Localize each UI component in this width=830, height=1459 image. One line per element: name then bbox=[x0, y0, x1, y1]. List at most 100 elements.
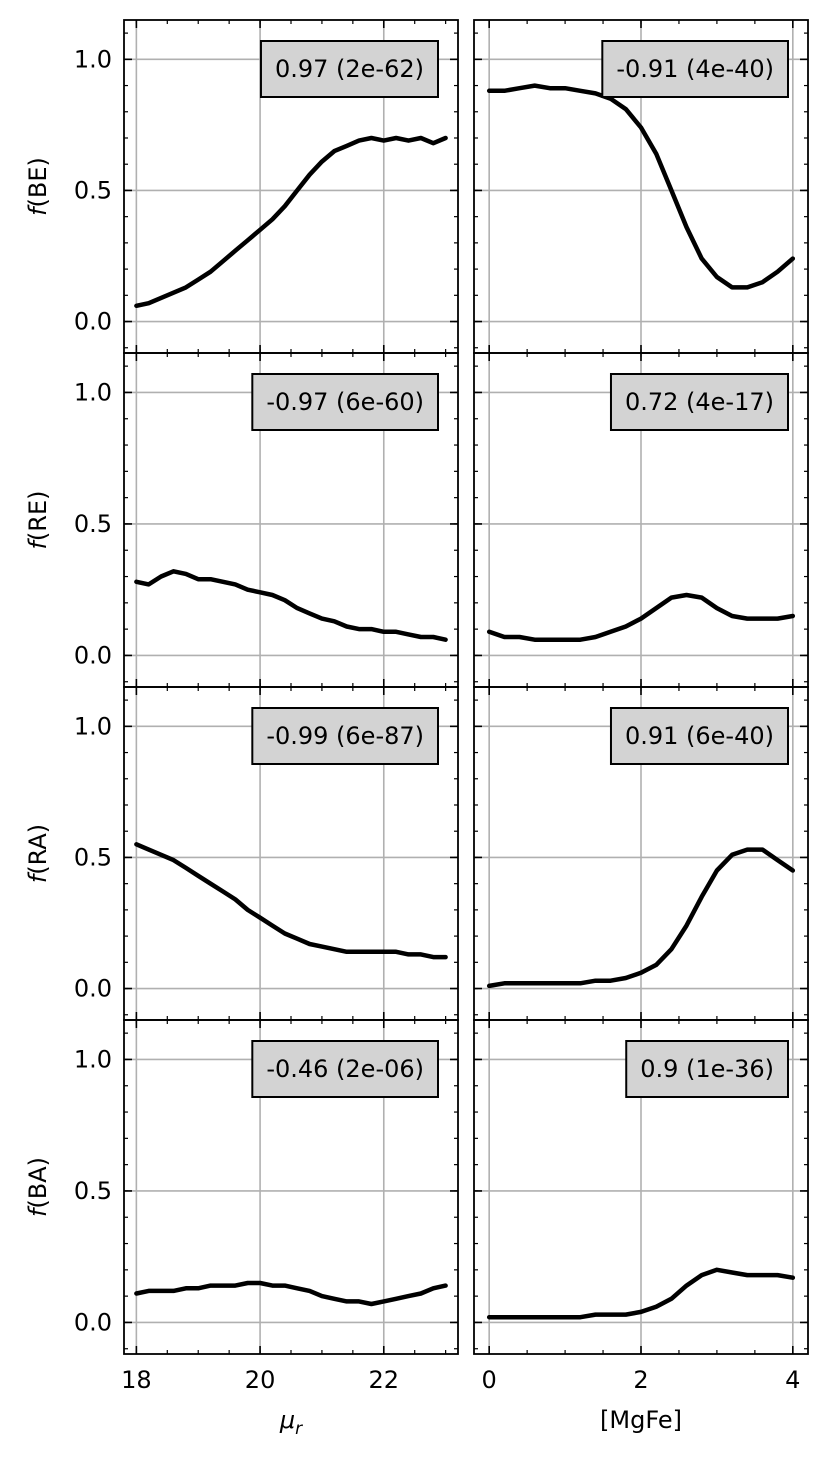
data-point bbox=[184, 1286, 188, 1290]
data-point bbox=[669, 596, 673, 600]
data-point bbox=[685, 1284, 688, 1288]
data-point bbox=[147, 1289, 151, 1293]
data-point bbox=[369, 950, 373, 954]
data-point bbox=[533, 981, 537, 985]
x-tick-label: 20 bbox=[245, 1366, 276, 1394]
data-point bbox=[332, 1297, 336, 1301]
annotation-box bbox=[625, 1040, 789, 1098]
data-point bbox=[594, 91, 597, 95]
data-point bbox=[563, 638, 567, 642]
data-point bbox=[134, 304, 138, 308]
data-point bbox=[669, 188, 673, 192]
data-point bbox=[196, 874, 200, 878]
data-point bbox=[563, 981, 567, 985]
data-point bbox=[761, 280, 764, 284]
data-point bbox=[609, 1313, 613, 1317]
data-point bbox=[407, 952, 410, 956]
data-point bbox=[357, 139, 361, 143]
data-point bbox=[184, 572, 188, 576]
annotation-text: 0.9 (1e-36) bbox=[640, 1055, 774, 1083]
series-line bbox=[134, 569, 448, 642]
panel-r1-c1: 0.97 (2e-62) 0.0 0.5 1.0 bbox=[74, 19, 459, 354]
data-point bbox=[700, 257, 704, 261]
data-point bbox=[382, 139, 386, 143]
panel-r3-c2: 0.91 (6e-40) bbox=[473, 686, 809, 1021]
data-point bbox=[578, 1315, 582, 1319]
annotation-text: -0.46 (2e-06) bbox=[266, 1055, 424, 1083]
data-point bbox=[745, 848, 749, 852]
data-point bbox=[624, 1313, 628, 1317]
annotation-text: -0.99 (6e-87) bbox=[266, 722, 424, 750]
data-point bbox=[745, 285, 749, 289]
data-point bbox=[308, 942, 312, 946]
data-point bbox=[184, 866, 188, 870]
data-point bbox=[159, 1289, 163, 1293]
data-point bbox=[776, 858, 780, 862]
annotation-text: -0.97 (6e-60) bbox=[266, 388, 424, 416]
data-point bbox=[548, 638, 552, 642]
data-point bbox=[487, 89, 491, 93]
data-point bbox=[518, 635, 521, 639]
data-point bbox=[172, 569, 175, 573]
data-point bbox=[382, 630, 386, 634]
data-point bbox=[196, 278, 200, 282]
data-point bbox=[369, 136, 373, 140]
data-point bbox=[502, 89, 506, 93]
data-point bbox=[233, 582, 237, 586]
data-point bbox=[715, 869, 719, 872]
data-point bbox=[444, 1284, 448, 1288]
y-tick-label: 1.0 bbox=[74, 45, 112, 73]
data-point bbox=[258, 1281, 262, 1285]
data-point bbox=[533, 1315, 537, 1319]
data-point bbox=[134, 580, 138, 584]
data-point bbox=[270, 924, 274, 928]
data-point bbox=[233, 1284, 237, 1288]
data-point bbox=[730, 853, 734, 857]
panel-r4-c1: -0.46 (2e-06) 0.0 0.5 1.0 18 20 22 bbox=[74, 1019, 459, 1394]
y-axis-label-text: (RA) bbox=[24, 824, 52, 875]
data-point bbox=[270, 1284, 274, 1288]
y-axis-label-text: (BA) bbox=[24, 1157, 52, 1209]
data-point bbox=[233, 249, 237, 253]
data-point bbox=[594, 635, 597, 639]
annotation-box bbox=[251, 707, 439, 765]
data-point bbox=[791, 869, 795, 872]
data-point bbox=[382, 950, 386, 954]
data-point bbox=[345, 144, 349, 148]
data-point bbox=[332, 947, 336, 951]
data-point bbox=[444, 638, 448, 642]
x-axis-label-subscript: r bbox=[295, 1419, 303, 1439]
panel-r4-c2: 0.9 (1e-36) 0 2 4 bbox=[473, 1019, 809, 1394]
data-point bbox=[295, 1286, 299, 1290]
data-point bbox=[295, 937, 299, 941]
data-point bbox=[345, 625, 349, 628]
data-point bbox=[283, 932, 287, 935]
data-point bbox=[246, 908, 250, 912]
data-point bbox=[332, 619, 336, 623]
data-point bbox=[533, 84, 537, 88]
data-point bbox=[609, 630, 613, 634]
data-point bbox=[431, 955, 435, 959]
x-tick-label: 4 bbox=[785, 1366, 800, 1394]
data-point bbox=[320, 1294, 324, 1298]
data-point bbox=[184, 285, 188, 289]
data-point bbox=[715, 1268, 719, 1272]
data-point bbox=[246, 238, 250, 242]
x-tick-label: 0 bbox=[482, 1366, 497, 1394]
data-point bbox=[147, 848, 151, 852]
data-point bbox=[776, 617, 780, 621]
y-tick-label: 0.0 bbox=[74, 308, 112, 336]
data-point bbox=[345, 1299, 349, 1303]
data-point bbox=[283, 1284, 287, 1288]
data-point bbox=[639, 126, 643, 129]
data-point bbox=[431, 141, 435, 145]
data-point bbox=[685, 593, 688, 597]
data-point bbox=[134, 1292, 138, 1295]
data-point bbox=[654, 152, 658, 156]
data-point bbox=[159, 575, 163, 578]
panel-r1-c2: -0.91 (4e-40) bbox=[473, 19, 809, 354]
x-axis-label-symbol: μ bbox=[279, 1406, 295, 1434]
panel-frame bbox=[473, 1019, 809, 1355]
data-point bbox=[394, 950, 398, 954]
y-tick-label: 1.0 bbox=[74, 1045, 112, 1073]
